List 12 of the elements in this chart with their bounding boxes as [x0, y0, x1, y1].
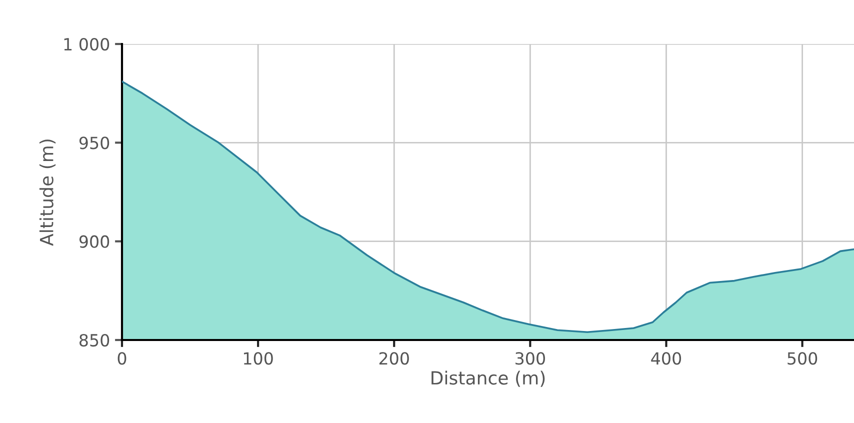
y-tick-label: 1 000: [64, 38, 110, 51]
x-tick-label: 200: [379, 352, 409, 365]
x-axis-title: Distance (m): [432, 370, 545, 387]
x-tick-label: 100: [244, 352, 273, 365]
x-tick-label: 300: [516, 352, 545, 365]
y-axis-title: Altitude (m): [39, 140, 56, 246]
x-tick-label: 500: [788, 352, 818, 365]
y-tick-label: 950: [79, 136, 110, 150]
x-tick-label: 400: [651, 352, 682, 365]
y-tick-label: 850: [80, 334, 110, 347]
x-tick-label: 0: [118, 352, 126, 365]
y-tick-label: 900: [79, 235, 110, 248]
